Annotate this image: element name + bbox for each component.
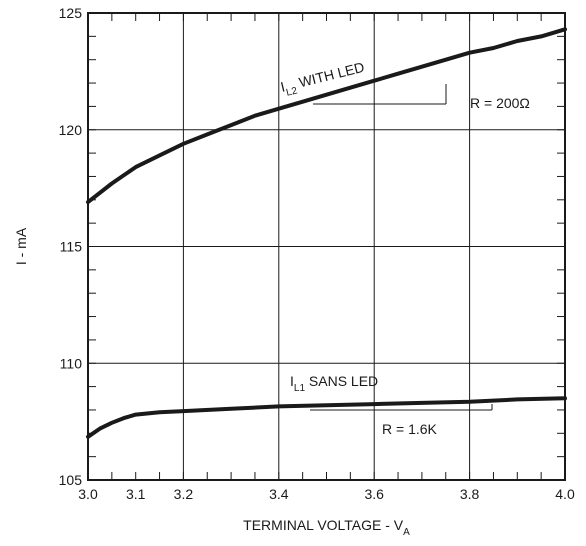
x-axis-title-main: TERMINAL VOLTAGE - V	[243, 517, 404, 533]
annotation-r-200-ohm: R = 200Ω	[470, 95, 530, 111]
series-label-il2-with-led: IL2 WITH LED	[279, 59, 367, 100]
y-tick-label: 125	[59, 5, 83, 21]
x-tick-label: 3.8	[460, 486, 480, 502]
tick-labels: 3.0 3.1 3.2 3.4 3.6 3.8 4.0 105 110 115 120 125	[59, 5, 575, 502]
plot-frame	[87, 12, 566, 481]
x-tick-label: 3.2	[174, 486, 194, 502]
series-line-il1-sans-led	[86, 396, 567, 439]
y-tick-label: 115	[60, 239, 83, 255]
series-lines	[86, 27, 567, 439]
axis-ticks	[88, 13, 565, 480]
y-tick-label: 105	[59, 472, 83, 488]
x-axis-title: TERMINAL VOLTAGE - VA	[243, 517, 410, 538]
x-tick-label: 3.1	[126, 486, 146, 502]
x-tick-label: 3.6	[364, 486, 384, 502]
grid	[88, 13, 565, 480]
x-axis-title-sub: A	[403, 527, 410, 538]
x-tick-label: 4.0	[555, 486, 575, 502]
series-label-il2-sub: L2	[285, 85, 299, 98]
series-label-il2-main: I	[279, 78, 287, 94]
y-axis-title: I - mA	[13, 227, 29, 265]
y-tick-label: 110	[60, 355, 83, 371]
series-label-il1-sub: L1	[294, 383, 306, 394]
series-label-il1-rest: SANS LED	[305, 373, 378, 389]
y-tick-label: 120	[59, 122, 83, 138]
series-label-il1-main: I	[290, 373, 294, 389]
series-label-il1-sans-led: IL1 SANS LED	[290, 373, 378, 394]
x-tick-label: 3.0	[78, 486, 98, 502]
annotation-r-1-6k: R = 1.6K	[382, 421, 438, 437]
series-line-il2-with-led	[86, 27, 567, 205]
annotations: IL2 WITH LED IL1 SANS LED R = 200Ω R = 1…	[279, 59, 530, 437]
x-tick-label: 3.4	[269, 486, 289, 502]
